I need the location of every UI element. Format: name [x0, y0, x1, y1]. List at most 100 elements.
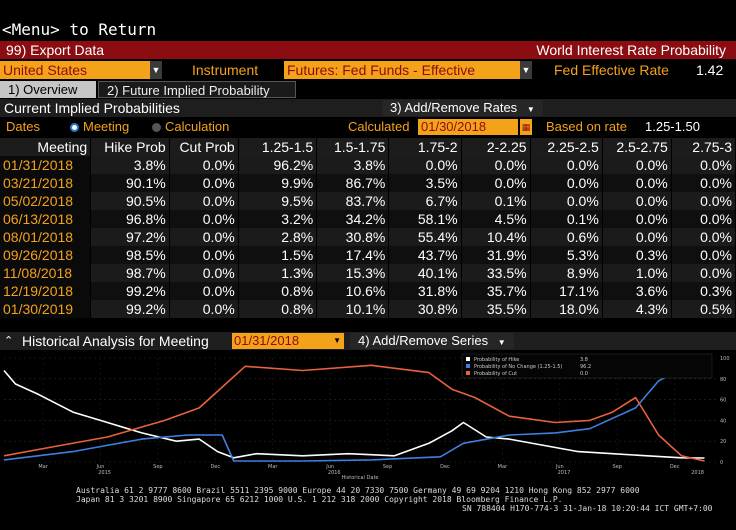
- calculation-radio[interactable]: Calculation: [152, 118, 229, 136]
- table-row[interactable]: 05/02/2018 90.5% 0.0% 9.5% 83.7% 6.7% 0.1% 0.0%…: [0, 192, 736, 210]
- x-tick-label: Sep: [613, 464, 622, 470]
- probability-cell: 0.8%: [238, 282, 318, 300]
- probability-cell: 99.2%: [90, 300, 170, 318]
- historical-meeting-field[interactable]: 01/31/2018 ▼: [232, 333, 344, 349]
- probability-table: Meeting Hike Prob Cut Prob 1.25-1.5 1.5-1.75…: [0, 138, 736, 318]
- probability-cell: 0.0%: [169, 246, 239, 264]
- probability-cell: 0.0%: [169, 264, 239, 282]
- probability-cell: 0.1%: [461, 192, 531, 210]
- footer-line-2: Japan 81 3 3201 8900 Singapore 65 6212 1…: [76, 495, 563, 504]
- selector-bar: United States ▼ Instrument Futures: Fed …: [0, 61, 736, 79]
- calculation-radio-label: Calculation: [165, 119, 230, 134]
- x-tick-label: Mar: [38, 464, 48, 470]
- meeting-date-cell: 03/21/2018: [0, 174, 92, 192]
- calculated-label: Calculated: [348, 119, 410, 134]
- column-header: 2.5-2.75: [602, 138, 672, 156]
- table-row[interactable]: 08/01/2018 97.2% 0.0% 2.8% 30.8% 55.4% 10.4% 0.…: [0, 228, 736, 246]
- tab-overview[interactable]: 1) Overview: [0, 81, 96, 98]
- probability-cell: 0.0%: [671, 156, 736, 174]
- add-remove-series-label: 4) Add/Remove Series: [358, 333, 489, 348]
- radio-selected-icon: [70, 123, 79, 133]
- probability-cell: 0.0%: [602, 192, 672, 210]
- historical-chart: Probability of Hike 3.8 Probability of No …: [0, 352, 736, 480]
- probability-cell: 0.6%: [530, 228, 603, 246]
- table-row[interactable]: 12/19/2018 99.2% 0.0% 0.8% 10.6% 31.8% 35.7% 17…: [0, 282, 736, 300]
- probability-cell: 8.9%: [530, 264, 603, 282]
- probability-cell: 30.8%: [388, 300, 462, 318]
- instrument-select[interactable]: Futures: Fed Funds - Effective: [284, 61, 520, 79]
- meeting-date-cell: 09/26/2018: [0, 246, 92, 264]
- table-row[interactable]: 09/26/2018 98.5% 0.0% 1.5% 17.4% 43.7% 31.9% 5.…: [0, 246, 736, 264]
- x-tick-label: Mar: [268, 464, 278, 470]
- x-year-label: 2018: [691, 470, 704, 476]
- y-tick-label: 40: [720, 418, 726, 424]
- chevron-down-icon: ▼: [526, 105, 535, 114]
- probability-cell: 0.5%: [671, 300, 736, 318]
- probability-cell: 31.9%: [461, 246, 531, 264]
- based-on-rate-label: Based on rate: [546, 119, 627, 134]
- probability-cell: 96.2%: [238, 156, 318, 174]
- column-header: Hike Prob: [90, 138, 170, 156]
- fed-rate-label: Fed Effective Rate: [554, 62, 669, 78]
- legend-label: Probability of Cut: [474, 371, 517, 377]
- dates-label: Dates: [6, 119, 40, 134]
- table-row[interactable]: 01/30/2019 99.2% 0.0% 0.8% 10.1% 30.8% 35.5% 18…: [0, 300, 736, 318]
- probability-cell: 0.0%: [169, 282, 239, 300]
- collapse-icon[interactable]: ⌃: [4, 335, 14, 347]
- x-tick-label: Mar: [498, 464, 508, 470]
- calculated-date-field[interactable]: 01/30/2018: [418, 119, 518, 135]
- table-row[interactable]: 01/31/2018 3.8% 0.0% 96.2% 3.8% 0.0% 0.0% 0.0% 0…: [0, 156, 736, 174]
- meeting-radio[interactable]: Meeting: [70, 118, 129, 136]
- country-value: United States: [3, 62, 88, 78]
- footer-line-1: Australia 61 2 9777 8600 Brazil 5511 239…: [76, 486, 640, 495]
- probability-cell: 6.7%: [388, 192, 462, 210]
- menu-return-hint[interactable]: <Menu> to Return: [2, 20, 157, 39]
- probability-cell: 17.1%: [530, 282, 603, 300]
- probability-cell: 0.0%: [530, 156, 603, 174]
- probability-cell: 0.0%: [671, 264, 736, 282]
- column-header: 2.75-3: [671, 138, 736, 156]
- country-select[interactable]: United States: [0, 61, 150, 79]
- probability-cell: 0.0%: [671, 174, 736, 192]
- probability-cell: 35.5%: [461, 300, 531, 318]
- probability-cell: 0.0%: [169, 192, 239, 210]
- probability-cell: 9.5%: [238, 192, 318, 210]
- country-dropdown-icon[interactable]: ▼: [150, 61, 162, 79]
- add-remove-series-button[interactable]: 4) Add/Remove Series ▼: [350, 333, 514, 349]
- meeting-date-cell: 11/08/2018: [0, 264, 92, 282]
- chart-legend: Probability of Hike 3.8 Probability of No …: [461, 353, 713, 379]
- legend-label: Probability of No Change (1.25-1.5): [474, 364, 562, 370]
- historical-title: Historical Analysis for Meeting: [22, 333, 209, 349]
- y-tick-label: 80: [720, 377, 726, 383]
- instrument-dropdown-icon[interactable]: ▼: [520, 61, 532, 79]
- probability-cell: 0.0%: [602, 228, 672, 246]
- probability-cell: 3.5%: [388, 174, 462, 192]
- legend-label: Probability of Hike: [474, 357, 519, 363]
- probability-cell: 0.0%: [461, 156, 531, 174]
- x-tick-label: Dec: [440, 464, 450, 470]
- y-tick-label: 0: [720, 460, 723, 466]
- calendar-icon[interactable]: ▦: [520, 119, 532, 135]
- probability-cell: 10.4%: [461, 228, 531, 246]
- probability-cell: 9.9%: [238, 174, 318, 192]
- x-year-label: 2015: [98, 470, 111, 476]
- probability-cell: 0.0%: [388, 156, 462, 174]
- probability-cell: 99.2%: [90, 282, 170, 300]
- column-header: 2-2.25: [461, 138, 531, 156]
- fed-rate-value: 1.42: [696, 62, 724, 78]
- tab-future-implied-probability[interactable]: 2) Future Implied Probability: [98, 81, 296, 98]
- add-remove-rates-button[interactable]: 3) Add/Remove Rates ▼: [382, 100, 543, 116]
- legend-value: 3.8: [580, 357, 588, 363]
- legend-box: [461, 353, 713, 379]
- table-row[interactable]: 06/13/2018 96.8% 0.0% 3.2% 34.2% 58.1% 4.5% 0.1…: [0, 210, 736, 228]
- page-title: World Interest Rate Probability: [536, 42, 726, 58]
- meeting-radio-label: Meeting: [83, 119, 130, 134]
- probability-cell: 3.8%: [316, 156, 390, 174]
- table-row[interactable]: 03/21/2018 90.1% 0.0% 9.9% 86.7% 3.5% 0.0% 0.0%…: [0, 174, 736, 192]
- add-remove-rates-label: 3) Add/Remove Rates: [390, 100, 518, 115]
- x-tick-label: Sep: [153, 464, 162, 470]
- export-data-button[interactable]: 99) Export Data: [6, 42, 105, 58]
- chart-x-axis: Mar Jun Sep Dec Mar Jun Sep Dec Mar Jun Sep Dec 2015…: [38, 464, 704, 480]
- probability-cell: 1.3%: [238, 264, 318, 282]
- table-row[interactable]: 11/08/2018 98.7% 0.0% 1.3% 15.3% 40.1% 33.5% 8.…: [0, 264, 736, 282]
